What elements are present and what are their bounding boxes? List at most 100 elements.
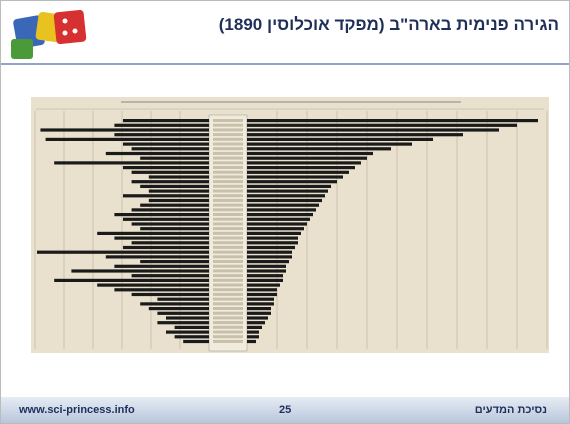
label-box [213,217,243,221]
label-box [213,213,243,216]
label-box [213,264,243,268]
label-box [213,255,243,259]
bar [247,175,343,179]
bar [247,269,286,273]
bar [114,123,209,127]
label-box [213,133,243,137]
slide-title: הגירה פנימית בארה"ב (מפקד אוכלוסין 1890) [218,15,559,34]
bar [114,236,209,240]
label-box [213,241,243,245]
bar [247,222,307,226]
label-box [213,283,243,287]
footer: www.sci-princess.info 25 נסיכת המדעים [1,397,569,423]
label-box [213,321,243,325]
bar [247,203,319,207]
bar [247,297,274,301]
bar [114,213,209,217]
bar [247,307,271,311]
bar [247,128,499,132]
bar [247,217,310,221]
label-box [213,151,243,155]
bar [247,339,256,344]
label-box [213,175,243,179]
page-number: 25 [279,404,292,416]
bar [247,227,304,231]
label-box [213,156,243,160]
bar [247,156,367,160]
bar [140,227,209,231]
header-rule [1,63,569,65]
bar [131,274,209,278]
bar [247,250,292,254]
label-box [213,198,243,202]
bar [247,208,316,212]
bar [247,264,286,268]
bar [247,161,361,165]
bar [131,241,209,245]
label-box [213,147,243,151]
label-box [213,137,243,141]
label-box [213,184,243,188]
label-box [213,170,243,174]
bar [37,250,209,254]
bar [174,335,209,339]
label-box [213,236,243,240]
bar [114,133,209,137]
label-box [213,245,243,249]
label-box [213,260,243,263]
bar [131,170,209,174]
bar [247,180,337,184]
scanned-chart [31,97,549,353]
bar [174,325,209,329]
bar [54,161,210,165]
label-box [213,180,243,184]
bar [247,255,292,259]
label-box [213,250,243,254]
bar [247,236,298,240]
bar [247,283,280,287]
bar [54,278,210,282]
bar [97,231,209,235]
label-box [213,316,243,320]
label-box [213,274,243,278]
bar [140,302,209,306]
label-box [213,189,243,193]
bar [157,311,209,315]
footer-url: www.sci-princess.info [19,404,135,416]
bar [247,137,433,141]
bar [247,142,412,146]
label-box [213,142,243,146]
bar [114,264,209,268]
label-box [213,292,243,296]
bar [247,241,298,245]
bar [247,245,295,250]
bar [148,189,209,193]
bar [123,245,209,250]
bar [247,147,391,151]
bar [247,278,283,282]
label-box [213,194,243,198]
bar [105,151,209,156]
bar [140,203,209,207]
bar [247,151,373,156]
bar [40,128,209,132]
bar [123,119,209,123]
bar [131,222,209,226]
bar [157,321,209,325]
label-box [213,307,243,310]
label-box [213,161,243,165]
footer-brand: נסיכת המדעים [474,404,547,416]
bar [247,311,271,315]
bar [247,119,538,123]
bar [247,123,517,127]
label-box [213,339,243,343]
label-box [213,288,243,292]
bar [105,255,209,259]
label-box [213,311,243,315]
bar [247,231,301,235]
bar [140,260,209,264]
label-box [213,269,243,273]
bar [247,194,325,198]
bar [247,288,277,292]
